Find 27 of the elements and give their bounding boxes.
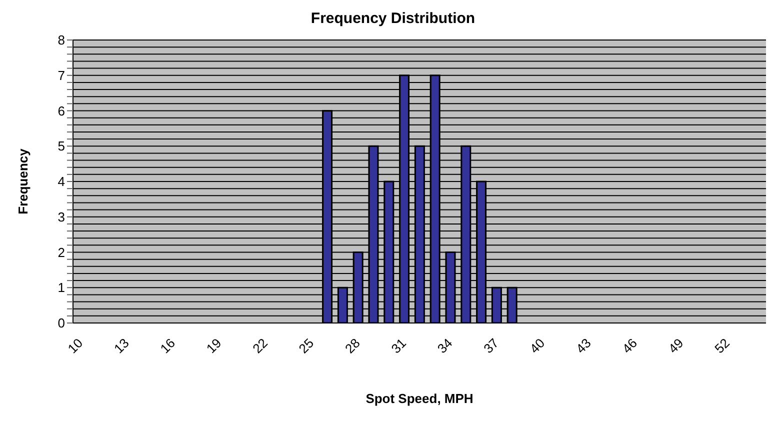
y-tick-label: 3 (58, 209, 65, 224)
x-tick-label: 37 (480, 335, 502, 356)
x-tick-label: 52 (712, 335, 732, 356)
y-tick-label: 0 (58, 316, 65, 331)
y-axis-title: Frequency (16, 148, 31, 214)
x-tick-label: 49 (665, 335, 686, 356)
x-tick-label: 43 (573, 335, 594, 356)
x-tick-label: 25 (296, 335, 317, 356)
y-tick-label: 7 (58, 68, 65, 83)
x-tick-label: 10 (64, 335, 86, 356)
x-axis-title: Spot Speed, MPH (366, 391, 474, 406)
x-tick-label: 40 (526, 335, 548, 356)
x-tick-label: 16 (157, 335, 178, 356)
y-tick-label: 2 (58, 244, 65, 260)
y-tick-label: 8 (58, 32, 65, 48)
y-tick-label: 6 (58, 103, 65, 118)
x-tick-label: 22 (250, 335, 270, 356)
y-tick-label: 5 (58, 138, 65, 154)
y-tick-label: 4 (58, 174, 65, 190)
x-tick-label: 28 (342, 335, 363, 356)
x-tick-label: 34 (434, 335, 456, 356)
x-tick-label: 19 (203, 335, 224, 356)
y-tick-label: 1 (58, 280, 65, 296)
x-tick-label: 31 (388, 335, 410, 356)
chart-title: Frequency Distribution (310, 10, 476, 27)
x-tick-label: 13 (111, 335, 132, 356)
x-tick-label: 46 (619, 335, 640, 356)
